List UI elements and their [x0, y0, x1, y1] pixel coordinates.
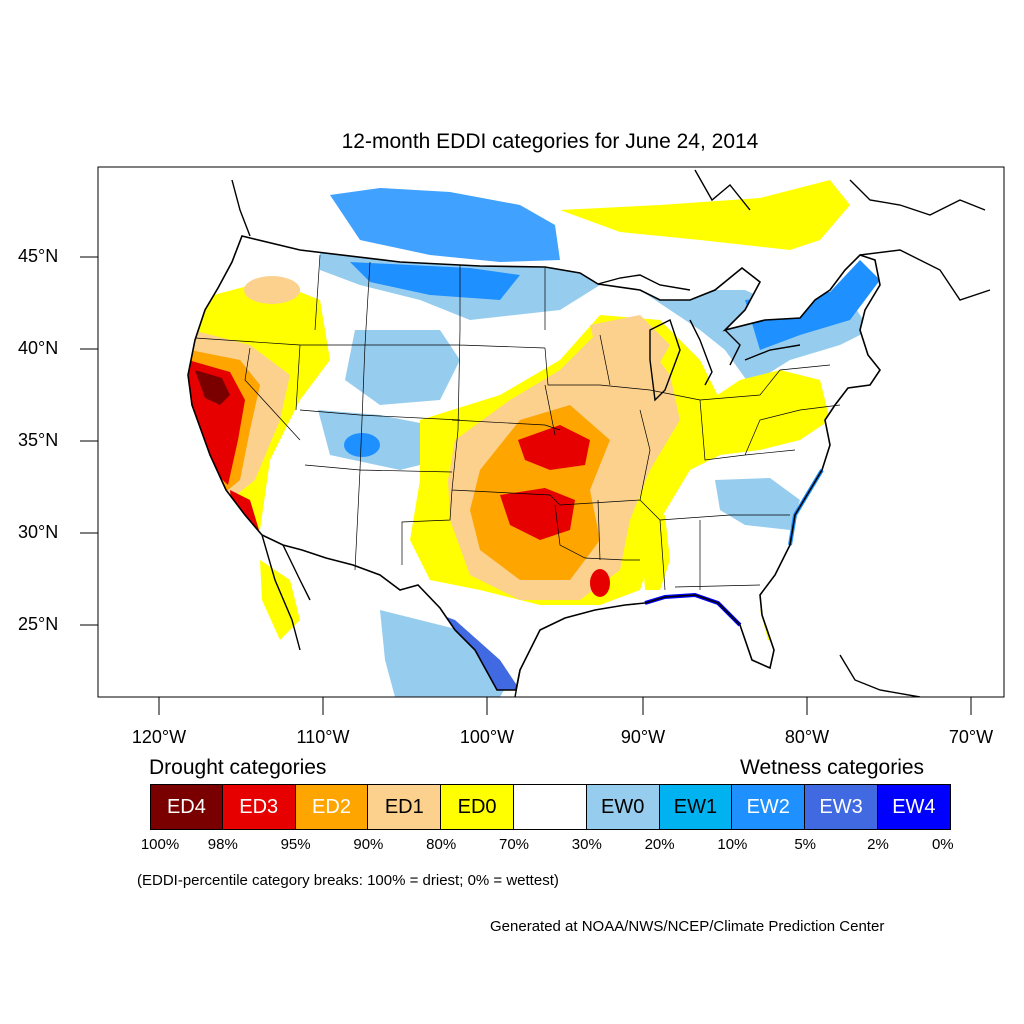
map-frame	[97, 166, 1005, 698]
legend-cell-ew0: EW0	[586, 784, 660, 830]
legend-cell-neutral	[513, 784, 587, 830]
state-boundaries	[194, 254, 841, 591]
lon-label-110: 110°W	[296, 727, 350, 747]
lat-label-25: 25°N	[18, 614, 59, 634]
break-label-5: 70%	[498, 836, 530, 853]
legend-cell-ed1: ED1	[368, 784, 442, 830]
break-label-7: 20%	[644, 836, 675, 853]
lat-label-35: 35°N	[18, 430, 59, 450]
legend-cell-ew2: EW2	[732, 784, 806, 830]
lat-label-45: 45°N	[18, 246, 59, 266]
map-field	[187, 169, 991, 697]
category-break-note: (EDDI-percentile category breaks: 100% =…	[137, 872, 559, 889]
legend-cell-ew3: EW3	[805, 784, 878, 830]
legend-cell-ed0: ED0	[441, 784, 514, 830]
wetness-categories-heading: Wetness categories	[740, 756, 925, 779]
louisiana-extreme-dry	[590, 569, 610, 597]
us-outline	[187, 235, 881, 691]
legend-cell-ed2: ED2	[295, 784, 369, 830]
break-label-6: 30%	[571, 836, 602, 853]
southwest-wet	[318, 410, 440, 470]
baja-dry-region	[260, 560, 300, 640]
break-label-0: 100%	[140, 836, 180, 853]
rockies-wet	[345, 330, 460, 405]
break-label-11: 0%	[931, 836, 954, 853]
lat-label-30: 30°N	[18, 522, 59, 542]
break-label-9: 5%	[794, 836, 817, 853]
lon-label-120: 120°W	[131, 727, 187, 747]
conus-field	[188, 236, 880, 690]
legend-cell-ew1: EW1	[659, 784, 733, 830]
ohio-valley-dry	[680, 370, 830, 470]
california-exceptional-dry	[195, 370, 230, 405]
drought-categories-heading: Drought categories	[149, 756, 327, 779]
great-lakes-outline	[597, 274, 801, 402]
break-label-10: 2%	[867, 836, 889, 853]
canada-dry-region	[560, 180, 850, 250]
lat-ticks	[80, 256, 98, 626]
lon-label-100: 100°W	[459, 727, 515, 747]
break-label-3: 90%	[353, 836, 384, 853]
carolinas-wet	[715, 478, 800, 530]
credit-line: Generated at NOAA/NWS/NCEP/Climate Predi…	[490, 918, 885, 935]
break-label-1: 98%	[207, 836, 238, 853]
canada-coast-outline	[231, 169, 991, 301]
break-label-2: 95%	[280, 836, 311, 853]
kansas-extreme-dry	[518, 425, 590, 470]
northeast-very-wet	[745, 260, 880, 350]
california-extreme-dry	[188, 360, 245, 485]
northern-plains-very-wet	[350, 262, 520, 300]
utah-wet-core	[344, 433, 380, 457]
lon-ticks	[158, 697, 972, 715]
legend-cell-ew4: EW4	[877, 784, 951, 830]
southeast-moderate-dry	[640, 515, 670, 590]
legend-cell-ed4: ED4	[150, 784, 223, 830]
break-label-8: 10%	[717, 836, 748, 853]
break-label-4: 80%	[426, 836, 457, 853]
lon-label-90: 90°W	[620, 727, 666, 747]
map-title: 12-month EDDI categories for June 24, 20…	[341, 130, 759, 153]
mexico-coast-outline	[261, 534, 921, 697]
canada-wet-region	[330, 188, 560, 262]
mexico-wet-region	[380, 610, 510, 697]
lon-label-80: 80°W	[784, 727, 830, 747]
lat-label-40: 40°N	[18, 338, 59, 358]
lon-label-70: 70°W	[948, 727, 994, 747]
oregon-dry	[244, 276, 300, 304]
legend-cell-ed3: ED3	[222, 784, 296, 830]
category-legend: ED4 ED3 ED2 ED1 ED0 EW0 EW1 EW2 EW3 EW4	[150, 784, 951, 830]
